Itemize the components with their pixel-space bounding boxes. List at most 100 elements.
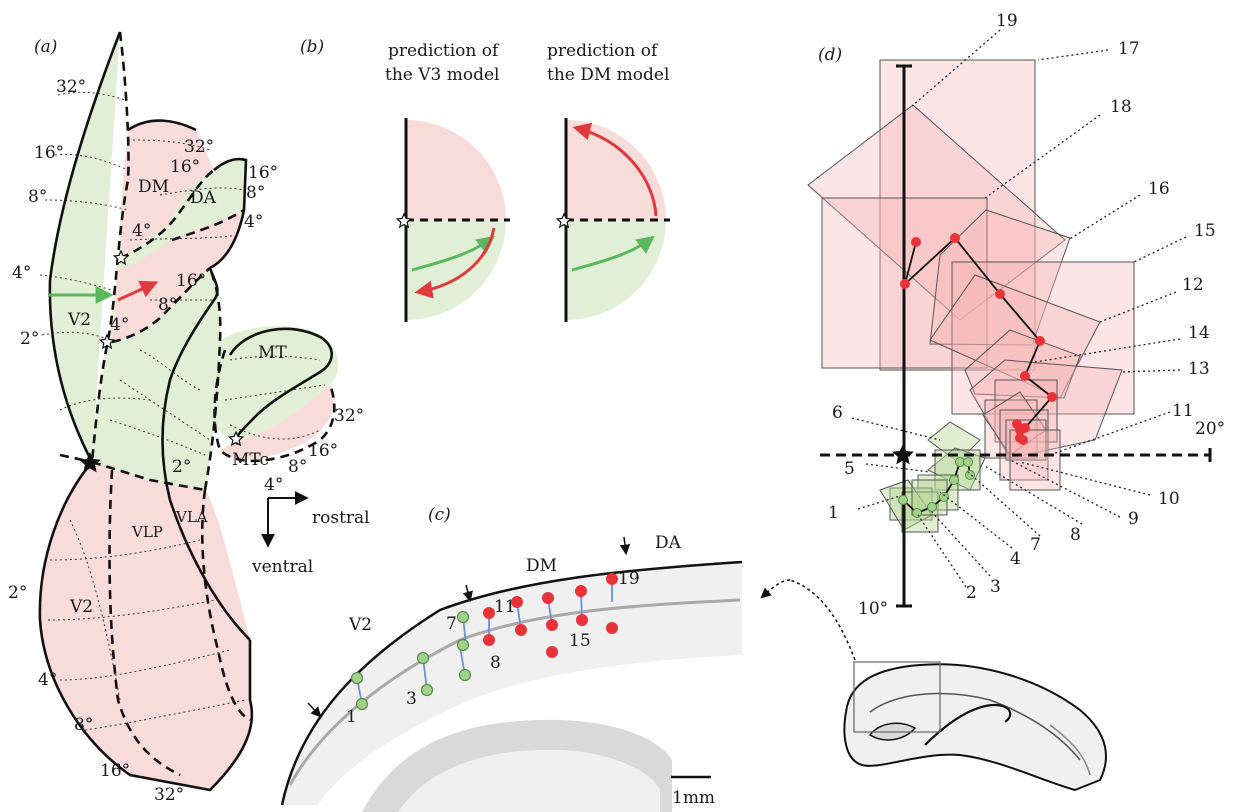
green-sites xyxy=(350,610,472,711)
ecc-label: 32° xyxy=(56,77,86,97)
dm-model-diagram xyxy=(555,118,670,322)
site-number: 4 xyxy=(1010,549,1021,569)
site-number: 1 xyxy=(828,503,839,523)
leader-lines xyxy=(851,29,1187,588)
panel-c: (c) V2 DM DA xyxy=(280,505,743,812)
star-icon xyxy=(227,430,245,447)
ecc-label: 4° xyxy=(264,475,283,495)
red-sites xyxy=(483,573,618,658)
site-number: 7 xyxy=(1030,535,1041,555)
panel-b: (b) prediction of the V3 model predictio… xyxy=(300,37,670,322)
dm-model-title-1: prediction of xyxy=(547,41,659,61)
ecc-label: 8° xyxy=(246,183,265,203)
site-label: 19 xyxy=(618,569,640,589)
site-number: 12 xyxy=(1182,275,1204,295)
ecc-label: 8° xyxy=(74,715,93,735)
area-label-vlp: VLP xyxy=(131,523,163,541)
ecc-label: 16° xyxy=(308,441,338,461)
panel-d: (d) xyxy=(807,11,1225,619)
rostral-label: rostral xyxy=(312,508,370,528)
v3-model-diagram xyxy=(395,118,510,322)
site-number: 13 xyxy=(1188,359,1210,379)
ecc-label: 2° xyxy=(20,329,39,349)
site-number: 5 xyxy=(844,459,855,479)
ecc-label: 8° xyxy=(288,457,307,477)
panel-b-label: (b) xyxy=(300,37,324,57)
site-number: 16 xyxy=(1148,179,1170,199)
ecc-label: 16° xyxy=(100,761,130,781)
scale-label: 1mm xyxy=(672,788,715,808)
area-label-v2-upper: V2 xyxy=(67,310,91,330)
site-label: 3 xyxy=(406,689,417,709)
star-markers xyxy=(79,249,245,473)
ventral-label: ventral xyxy=(251,557,313,577)
site-numbers: 19 17 18 16 15 12 14 13 11 10 9 8 7 4 3 … xyxy=(828,11,1216,603)
panel-a: (a) xyxy=(8,31,370,805)
ecc-label: 4° xyxy=(244,212,263,232)
site-number: 6 xyxy=(832,403,843,423)
receptive-fields-upper xyxy=(807,59,1135,491)
ecc-label: 2° xyxy=(172,457,191,477)
ecc-label: 4° xyxy=(12,263,31,283)
area-label-mt: MT xyxy=(258,343,287,363)
panel-d-label: (d) xyxy=(818,45,842,65)
v3-model-title-1: prediction of xyxy=(388,41,500,61)
site-label: 15 xyxy=(569,631,591,651)
area-label-v2-lower: V2 xyxy=(69,597,93,617)
red-arrow xyxy=(117,280,159,302)
site-label: 11 xyxy=(494,597,516,617)
site-number: 15 xyxy=(1194,221,1216,241)
ecc-label: 8° xyxy=(158,295,177,315)
boundary-markers xyxy=(307,536,631,718)
area-label-mtc: MTc xyxy=(232,450,269,470)
orientation-axes: rostral ventral xyxy=(251,491,370,577)
star-icon xyxy=(98,333,116,350)
site-number: 9 xyxy=(1128,509,1139,529)
da-region xyxy=(112,210,244,342)
site-number: 2 xyxy=(966,583,977,603)
site-number: 18 xyxy=(1110,97,1132,117)
star-icon xyxy=(395,212,413,229)
axis-label-horizontal: 20° xyxy=(1195,419,1225,439)
ecc-label: 2° xyxy=(8,583,27,603)
star-icon xyxy=(555,212,573,229)
brain-inset xyxy=(760,579,1107,792)
site-number: 19 xyxy=(996,11,1018,31)
ecc-label: 8° xyxy=(28,187,47,207)
site-label: 7 xyxy=(446,614,457,634)
ecc-label: 4° xyxy=(110,315,129,335)
ecc-label: 32° xyxy=(154,785,184,805)
star-icon xyxy=(892,444,914,465)
site-number: 17 xyxy=(1118,39,1140,59)
ecc-label: 4° xyxy=(132,221,151,241)
ecc-label: 4° xyxy=(38,670,57,690)
panel-a-label: (a) xyxy=(34,37,57,57)
dm-upper-region xyxy=(120,120,214,258)
mt-region xyxy=(206,326,339,440)
star-icon xyxy=(112,249,130,266)
ecc-label: 16° xyxy=(176,271,206,291)
area-label-dm: DM xyxy=(526,556,557,576)
dm-model-title-2: the DM model xyxy=(547,65,669,85)
area-label-dm: DM xyxy=(138,177,169,197)
area-label-v2: V2 xyxy=(348,615,372,635)
solid-borders xyxy=(38,31,333,792)
site-label: 8 xyxy=(490,653,501,673)
ecc-label: 32° xyxy=(184,137,214,157)
site-number: 3 xyxy=(990,577,1001,597)
site-number: 11 xyxy=(1172,401,1194,421)
iso-lines xyxy=(39,91,326,731)
panel-c-label: (c) xyxy=(428,505,451,525)
cortex-slab xyxy=(282,562,742,805)
ecc-label: 32° xyxy=(334,406,364,426)
site-number: 8 xyxy=(1070,525,1081,545)
rf-centers-red xyxy=(900,233,1057,445)
ecc-label: 16° xyxy=(34,143,64,163)
star-icon xyxy=(79,452,101,473)
v3-model-title-2: the V3 model xyxy=(385,65,499,85)
area-label-vla: VLA xyxy=(175,508,208,526)
site-label: 1 xyxy=(346,707,357,727)
rf-centers-green xyxy=(898,457,975,518)
axis-label-vertical: 10° xyxy=(858,599,888,619)
